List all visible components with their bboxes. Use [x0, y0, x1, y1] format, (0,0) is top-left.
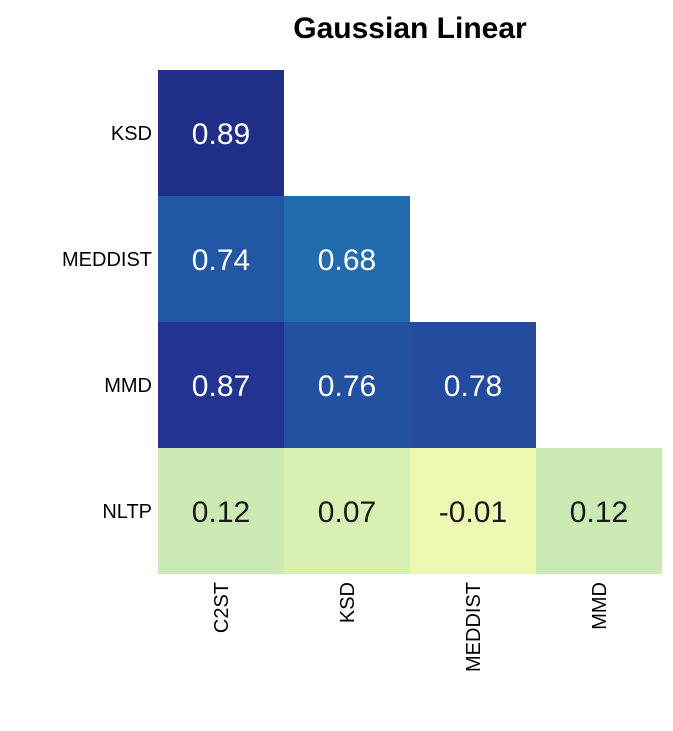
cell-value-label: 0.74: [192, 244, 250, 277]
cell-value-label: 0.68: [318, 244, 376, 277]
y-tick-label-meddist: MEDDIST: [62, 249, 152, 271]
heatmap-cell-mmd-c2st: [158, 322, 284, 448]
chart-title: Gaussian Linear: [293, 12, 527, 45]
x-tick-label-ksd: KSD: [337, 582, 359, 623]
heatmap-cell-meddist-ksd: [284, 196, 410, 322]
heatmap-cell-ksd-c2st: [158, 70, 284, 196]
cell-value-label: -0.01: [439, 496, 507, 529]
cell-value-label: 0.12: [192, 496, 250, 529]
x-tick-labels: C2ST KSD MEDDIST MMD: [211, 582, 611, 672]
x-tick-label-meddist: MEDDIST: [463, 582, 485, 672]
y-tick-label-mmd: MMD: [104, 375, 152, 397]
x-tick-label-mmd: MMD: [589, 582, 611, 630]
heatmap-cell-mmd-ksd: [284, 322, 410, 448]
heatmap-cells: 0.89 0.74 0.68 0.87 0.76 0.78 0.12 0.07 -0.01 0.1…: [158, 70, 662, 574]
cell-value-label: 0.76: [318, 370, 376, 403]
cell-value-label: 0.12: [570, 496, 628, 529]
cell-value-label: 0.78: [444, 370, 502, 403]
heatmap-cell-meddist-c2st: [158, 196, 284, 322]
heatmap-cell-nltp-c2st: [158, 448, 284, 574]
x-tick-label-c2st: C2ST: [211, 582, 233, 633]
cell-value-label: 0.87: [192, 370, 250, 403]
heatmap-cell-nltp-meddist: [410, 448, 536, 574]
y-tick-label-ksd: KSD: [111, 123, 152, 145]
heatmap-cell-mmd-meddist: [410, 322, 536, 448]
heatmap-cell-nltp-mmd: [536, 448, 662, 574]
heatmap-cell-nltp-ksd: [284, 448, 410, 574]
cell-value-label: 0.89: [192, 118, 250, 151]
y-tick-label-nltp: NLTP: [102, 501, 152, 523]
cell-value-label: 0.07: [318, 496, 376, 529]
y-tick-labels: KSD MEDDIST MMD NLTP: [62, 123, 152, 523]
